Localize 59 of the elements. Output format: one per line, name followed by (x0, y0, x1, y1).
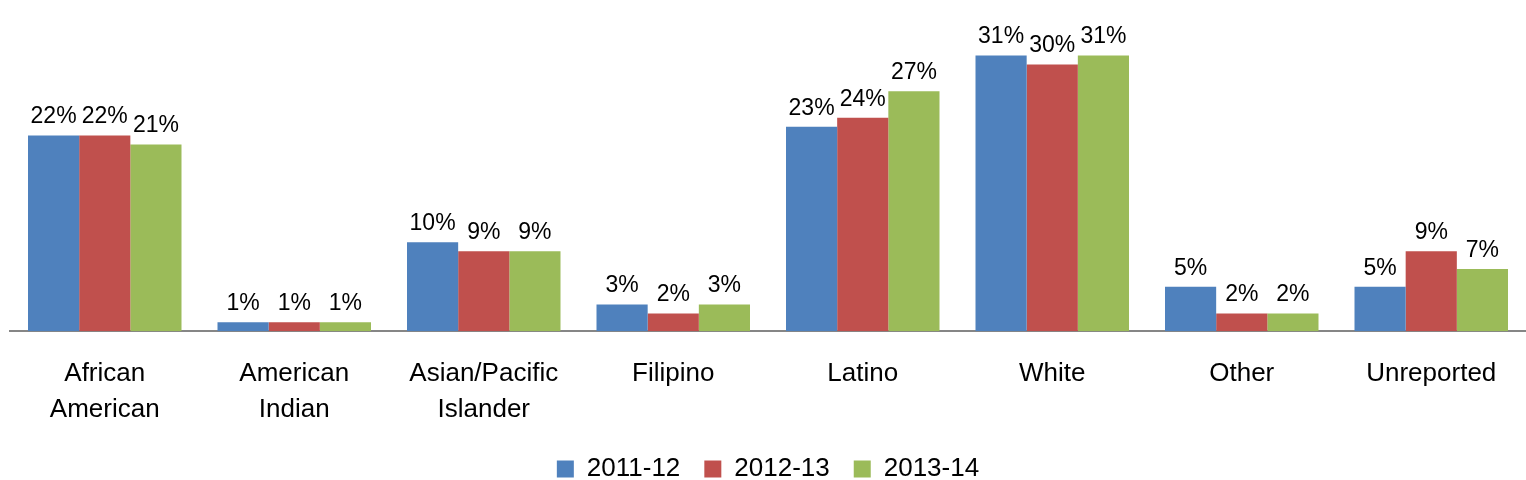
data-label: 9% (518, 218, 552, 245)
bar (407, 242, 459, 332)
data-label: 21% (132, 111, 179, 138)
bar (217, 322, 269, 332)
data-label: 3% (707, 271, 742, 298)
data-label: 27% (890, 57, 937, 84)
bar (1405, 251, 1457, 332)
x-tick-label: Other (1209, 357, 1275, 388)
legend-label: 2011-12 (586, 452, 681, 480)
bar (698, 304, 750, 332)
bar (1077, 55, 1129, 332)
data-label: 9% (467, 218, 501, 245)
data-label: 10% (409, 209, 456, 236)
data-label: 3% (605, 271, 639, 298)
bar (268, 322, 320, 332)
bar (786, 126, 838, 332)
bar (79, 135, 131, 332)
data-label: 1% (226, 289, 260, 316)
data-label: 1% (277, 289, 311, 316)
data-label: 31% (978, 22, 1025, 49)
bar (319, 322, 371, 332)
data-label: 7% (1465, 235, 1500, 262)
data-label: 2% (1225, 280, 1259, 307)
bar (130, 144, 182, 332)
bar (837, 117, 889, 332)
data-label: 24% (839, 84, 886, 111)
bar (1267, 313, 1319, 332)
x-tick-label: American Indian (239, 357, 350, 424)
data-label: 31% (1080, 22, 1127, 49)
bar (888, 91, 940, 332)
data-label: 5% (1363, 253, 1397, 280)
x-tick-label: Latino (827, 357, 899, 388)
bar (1354, 286, 1406, 332)
bar (975, 55, 1027, 332)
data-label: 30% (1029, 31, 1076, 58)
data-label: 1% (328, 289, 363, 316)
bar (28, 135, 80, 332)
x-tick-label: Filipino (632, 357, 715, 388)
data-label: 22% (30, 102, 77, 129)
bar (596, 304, 648, 332)
bar (647, 313, 699, 332)
x-tick-label: White (1019, 357, 1086, 388)
x-tick-label: African American (49, 357, 160, 424)
bar (458, 251, 510, 332)
bar (1456, 268, 1508, 332)
bar (1165, 286, 1217, 332)
data-label: 9% (1414, 218, 1448, 245)
bar (1026, 64, 1078, 332)
data-label: 2% (1276, 280, 1310, 307)
data-label: 5% (1173, 253, 1208, 280)
data-label: 22% (81, 102, 128, 129)
legend-label: 2012-13 (734, 452, 830, 480)
bar (509, 251, 561, 332)
bar (1216, 313, 1268, 332)
x-tick-label: Unreported (1366, 357, 1497, 388)
legend-label: 2013-14 (883, 452, 980, 480)
x-tick-label: Asian/Pacific Islander (409, 357, 559, 424)
data-label: 23% (788, 93, 835, 120)
data-label: 2% (656, 280, 690, 307)
